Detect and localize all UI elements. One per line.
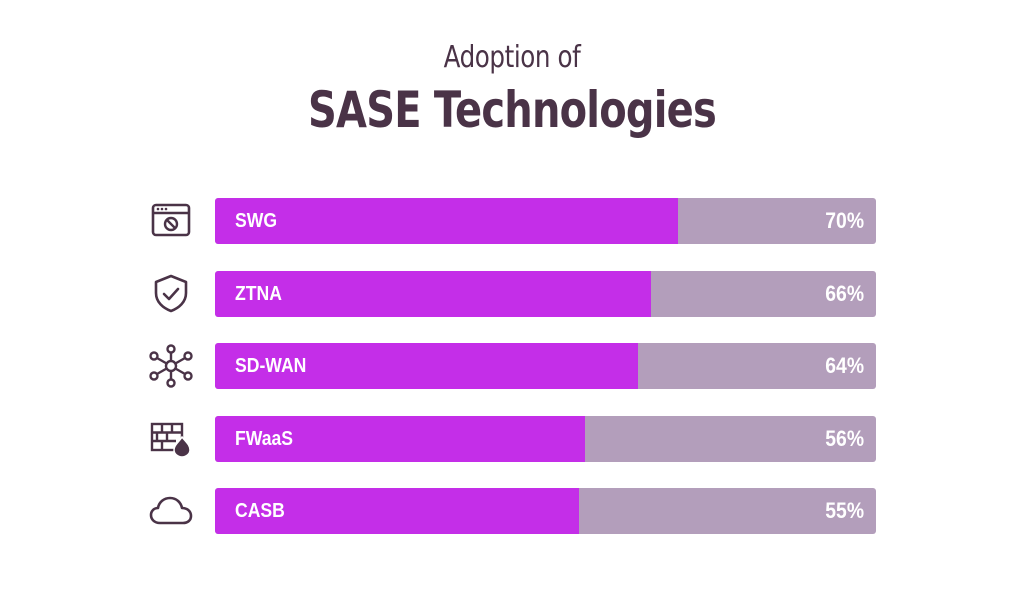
bar-fill: [215, 271, 652, 317]
chart-title: SASE Technologies: [308, 81, 717, 139]
bar-label: SWG: [235, 210, 278, 232]
bar-row: SD-WAN 64%: [0, 343, 1024, 389]
bar-track: CASB 55%: [215, 488, 876, 534]
bar-value-label: 64%: [825, 353, 864, 378]
bar-value-label: 55%: [825, 498, 864, 523]
chart-subtitle: Adoption of: [443, 40, 581, 75]
bar-label: FWaaS: [235, 428, 294, 450]
bar-fill: [215, 343, 639, 389]
bar-track: SWG 70%: [215, 198, 876, 244]
bar-label: ZTNA: [235, 283, 282, 305]
bar-fill: [215, 488, 579, 534]
bar-track: FWaaS 56%: [215, 416, 876, 462]
bar-row: FWaaS 56%: [0, 416, 1024, 462]
firewall-icon: [146, 416, 196, 462]
bar-value-label: 56%: [825, 426, 864, 451]
bar-label: SD-WAN: [235, 355, 307, 377]
network-hub-icon: [146, 343, 196, 389]
bar-label: CASB: [235, 500, 285, 522]
bar-value-label: 66%: [825, 281, 864, 306]
bar-track: SD-WAN 64%: [215, 343, 876, 389]
bar-row: SWG 70%: [0, 198, 1024, 244]
bar-fill: [215, 416, 586, 462]
cloud-icon: [146, 488, 196, 534]
bar-row: ZTNA 66%: [0, 271, 1024, 317]
bar-row: CASB 55%: [0, 488, 1024, 534]
chart-title-block: Adoption of SASE Technologies: [0, 38, 1024, 140]
shield-check-icon: [146, 271, 196, 317]
bar-value-label: 70%: [825, 208, 864, 233]
bar-track: ZTNA 66%: [215, 271, 876, 317]
bar-fill: [215, 198, 678, 244]
browser-blocked-icon: [146, 198, 196, 244]
